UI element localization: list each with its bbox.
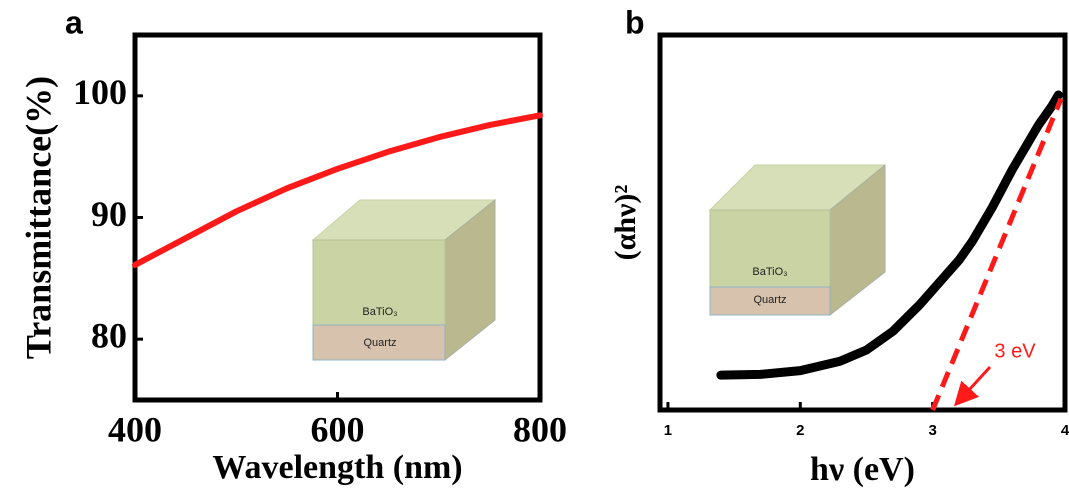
annotation: 3 eV [994,340,1036,362]
inset-label: Quartz [753,294,786,306]
y-tick-label: 90 [91,194,127,234]
x-tick-label: 600 [311,409,365,449]
inset-label: BaTiO₃ [752,266,787,278]
y-axis-label: (αhν)² [609,185,642,261]
panel-label: b [625,4,645,40]
x-tick-label: 3 [928,422,936,439]
x-tick-label: 4 [1061,422,1069,439]
figure: a 400 600 800 80 90 100 Wavelength (nm) Transmit… [0,0,1069,499]
x-axis-label: Wavelength (nm) [212,449,462,486]
annotation-arrow [958,367,990,402]
y-tick-label: 100 [73,72,127,112]
series-line [933,99,1061,410]
x-tick-label: 1 [664,422,672,439]
x-tick-label: 800 [513,409,567,449]
inset-a [313,200,495,360]
inset-b [710,165,885,315]
x-axis-label: hν (eV) [810,451,915,488]
y-axis-label: Transmittance(%) [18,76,58,359]
x-tick-label: 400 [108,409,162,449]
panel-label: a [65,4,83,40]
y-tick-label: 80 [91,315,127,355]
inset-label: Quartz [363,337,396,349]
inset-label: BaTiO₃ [362,306,397,318]
x-tick-label: 2 [796,422,804,439]
